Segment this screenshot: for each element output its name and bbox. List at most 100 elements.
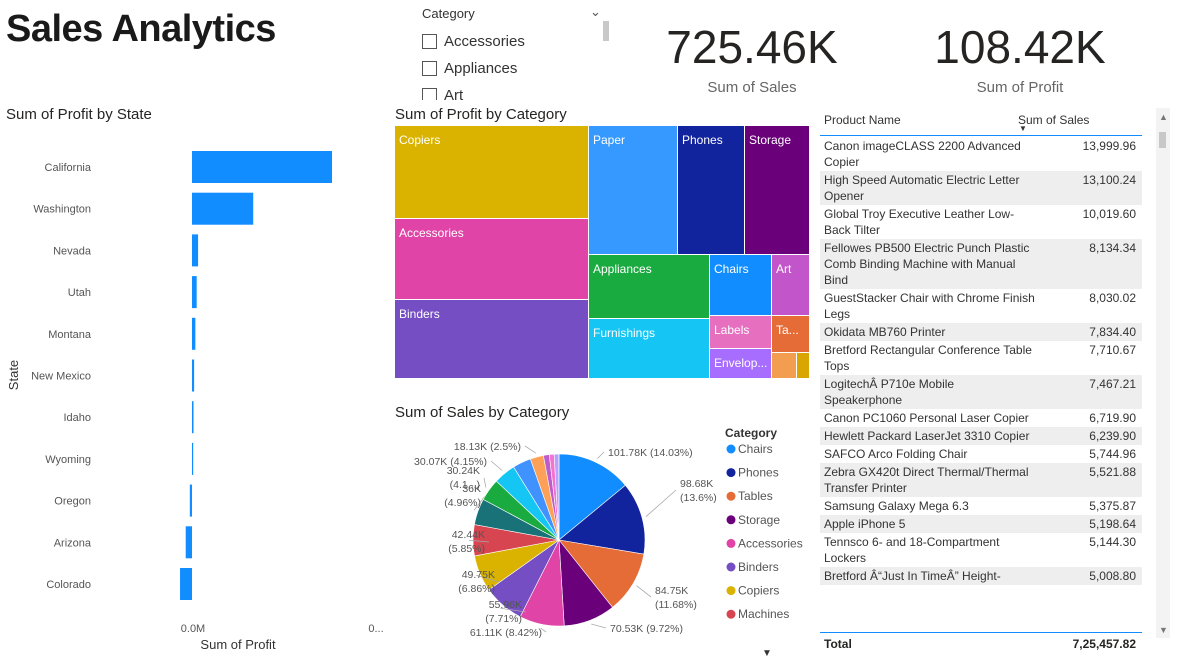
table-row[interactable]: Okidata MB760 Printer 7,834.40 <box>820 323 1142 341</box>
kpi-sales-value: 725.46K <box>666 21 838 73</box>
sort-descending-icon[interactable]: ▼ <box>1019 124 1027 133</box>
legend-more-icon[interactable]: ▼ <box>762 648 772 659</box>
data-label: 61.11K (8.42%) <box>470 627 542 639</box>
data-label: 30.24K <box>447 465 480 477</box>
treemap-tile <box>395 219 588 299</box>
product-name-cell: High Speed Automatic Electric Letter Ope… <box>824 173 1020 203</box>
table-row[interactable]: Fellowes PB500 Electric Punch Plastic Co… <box>820 239 1142 289</box>
table-row[interactable]: LogitechÂ P710e Mobile Speakerphone 7,467… <box>820 375 1142 409</box>
sales-cell: 5,198.64 <box>1089 517 1136 531</box>
slicer-item-appliances[interactable]: Appliances <box>422 55 612 82</box>
table-row[interactable]: Apple iPhone 5 5,198.64 <box>820 515 1142 533</box>
legend-item: Storage <box>738 513 780 527</box>
bar-oregon <box>189 484 192 517</box>
leader-line <box>483 477 487 488</box>
table-row[interactable]: Canon PC1060 Personal Laser Copier 6,719.… <box>820 409 1142 427</box>
legend-marker <box>726 491 736 501</box>
sales-cell: 5,008.80 <box>1089 569 1136 583</box>
chevron-down-icon[interactable]: ▼ <box>1159 625 1168 635</box>
legend-marker <box>726 609 736 619</box>
table-row[interactable]: Zebra GX420t Direct Thermal/Thermal Tran… <box>820 463 1142 497</box>
sales-cell: 6,239.90 <box>1089 429 1136 443</box>
table-row[interactable]: Tennsco 6- and 18-Compartment Lockers 5,1… <box>820 533 1142 567</box>
bar-arizona <box>185 526 192 559</box>
y-axis-label: State <box>6 360 21 390</box>
table-row[interactable]: GuestStacker Chair with Chrome Finish Le… <box>820 289 1142 323</box>
slicer-item-art[interactable]: Art <box>422 82 612 100</box>
data-label: 101.78K (14.03%) <box>608 447 693 459</box>
legend-marker <box>726 468 736 478</box>
scrollbar-thumb[interactable] <box>1159 132 1166 148</box>
leader-line <box>468 539 490 543</box>
treemap-tile <box>395 300 588 378</box>
product-name-cell: Okidata MB760 Printer <box>824 325 946 339</box>
checkbox[interactable] <box>422 61 437 76</box>
leader-line <box>591 623 607 629</box>
legend-item: Copiers <box>738 584 779 598</box>
table-header: Product Name Sum of Sales ▼ <box>820 108 1142 136</box>
sales-cell: 5,375.87 <box>1089 499 1136 513</box>
table-row[interactable]: Global Troy Executive Leather Low-Back T… <box>820 205 1142 239</box>
table-row[interactable]: Hewlett Packard LaserJet 3310 Copier 6,23… <box>820 427 1142 445</box>
pie-chart-title: Sum of Sales by Category <box>395 404 570 421</box>
category-slicer: Accessories Appliances Art <box>422 28 612 100</box>
sales-by-category-pie: 101.78K (14.03%) 98.68K (13.6%) 84.75K (11.6… <box>414 426 803 639</box>
table-row[interactable]: Bretford Rectangular Conference Table To… <box>820 341 1142 375</box>
table-row[interactable]: High Speed Automatic Electric Letter Ope… <box>820 171 1142 205</box>
legend-item: Accessories <box>738 536 803 550</box>
treemap-tile <box>797 353 809 378</box>
state-tick-label: Wyoming <box>45 454 91 466</box>
chevron-down-icon[interactable]: ⌄ <box>590 4 601 19</box>
bar-wyoming <box>192 442 194 475</box>
bar-idaho <box>192 401 194 434</box>
treemap-label: Furnishings <box>593 326 655 340</box>
treemap-tile <box>772 353 796 378</box>
bar-montana <box>192 317 196 350</box>
state-tick-label: Nevada <box>53 245 92 257</box>
state-tick-label: California <box>45 162 92 174</box>
table-row[interactable]: SAFCO Arco Folding Chair 5,744.96 <box>820 445 1142 463</box>
table-scrollbar[interactable]: ▲ ▼ <box>1156 108 1170 638</box>
checkbox[interactable] <box>422 88 437 100</box>
treemap-label: Ta... <box>776 323 799 337</box>
slicer-item-label: Art <box>444 87 464 100</box>
treemap-tile <box>589 319 709 378</box>
slicer-item-label: Appliances <box>444 60 518 77</box>
product-name-cell: Tennsco 6- and 18-Compartment Lockers <box>824 535 1000 565</box>
slicer-title: Category <box>422 6 475 21</box>
state-tick-label: Idaho <box>63 412 91 424</box>
x-axis-label: Sum of Profit <box>200 637 276 652</box>
treemap-tile <box>710 255 771 315</box>
slicer-item-accessories[interactable]: Accessories <box>422 28 612 55</box>
checkbox[interactable] <box>422 34 437 49</box>
treemap-tile <box>678 126 744 254</box>
treemap-tile <box>772 316 809 352</box>
col-sum-of-sales[interactable]: Sum of Sales <box>1018 113 1090 127</box>
product-name-cell: SAFCO Arco Folding Chair <box>824 447 968 461</box>
state-tick-label: Utah <box>68 287 91 299</box>
data-label: (11.68%) <box>655 599 697 611</box>
data-label: 18.13K (2.5%) <box>454 441 521 453</box>
table-row[interactable]: Bretford Â“Just In TimeÂ” Height- 5,008.8… <box>820 567 1142 585</box>
legend-marker <box>726 562 736 572</box>
leader-line <box>540 627 547 633</box>
legend-marker <box>726 515 736 525</box>
slicer-scrollbar[interactable] <box>603 21 609 41</box>
treemap-title: Sum of Profit by Category <box>395 106 567 123</box>
bar-chart-title: Sum of Profit by State <box>6 106 152 123</box>
treemap-label: Art <box>776 262 792 276</box>
treemap-label: Phones <box>682 133 723 147</box>
leader-line <box>636 585 652 598</box>
data-label: (13.6%) <box>680 492 717 504</box>
table-row[interactable]: Samsung Galaxy Mega 6.3 5,375.87 <box>820 497 1142 515</box>
sales-cell: 5,521.88 <box>1089 465 1136 479</box>
leader-line <box>524 445 536 454</box>
leader-line <box>490 460 503 471</box>
kpi-profit-value: 108.42K <box>934 21 1106 73</box>
chevron-up-icon[interactable]: ▲ <box>1159 112 1168 122</box>
product-name-cell: Zebra GX420t Direct Thermal/Thermal Tran… <box>824 465 1029 495</box>
treemap-tile <box>589 255 709 318</box>
table-row[interactable]: Canon imageCLASS 2200 Advanced Copier 13,… <box>820 137 1142 171</box>
col-product-name[interactable]: Product Name <box>824 113 901 127</box>
table-body: Canon imageCLASS 2200 Advanced Copier 13,… <box>820 137 1142 632</box>
